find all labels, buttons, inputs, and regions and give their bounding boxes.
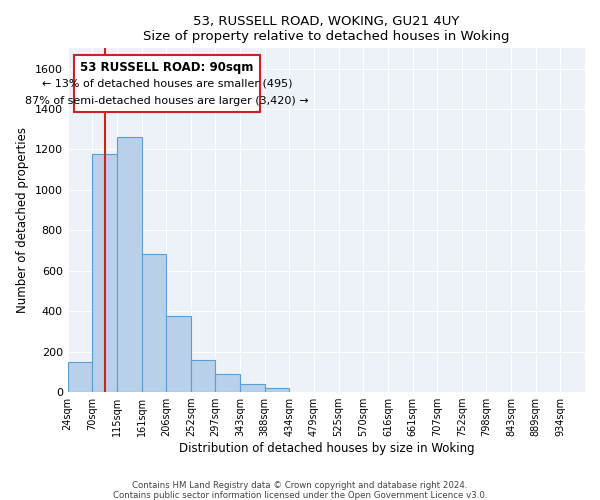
Bar (191, 360, 215, 392)
Bar (265, 388, 289, 392)
Bar (142, 254, 166, 392)
Text: 87% of semi-detached houses are larger (3,420) →: 87% of semi-detached houses are larger (… (25, 96, 308, 106)
FancyBboxPatch shape (74, 56, 260, 112)
Bar (117, 138, 142, 392)
Bar (68, 362, 92, 392)
Bar (166, 316, 191, 392)
Title: 53, RUSSELL ROAD, WOKING, GU21 4UY
Size of property relative to detached houses : 53, RUSSELL ROAD, WOKING, GU21 4UY Size … (143, 15, 509, 43)
Text: Contains HM Land Registry data © Crown copyright and database right 2024.: Contains HM Land Registry data © Crown c… (132, 482, 468, 490)
Text: Contains public sector information licensed under the Open Government Licence v3: Contains public sector information licen… (113, 490, 487, 500)
Bar (240, 384, 265, 392)
Text: ← 13% of detached houses are smaller (495): ← 13% of detached houses are smaller (49… (41, 78, 292, 88)
X-axis label: Distribution of detached houses by size in Woking: Distribution of detached houses by size … (179, 442, 474, 455)
Bar (215, 374, 240, 392)
Bar (92, 154, 117, 392)
Text: 53 RUSSELL ROAD: 90sqm: 53 RUSSELL ROAD: 90sqm (80, 62, 254, 74)
Y-axis label: Number of detached properties: Number of detached properties (16, 127, 29, 313)
